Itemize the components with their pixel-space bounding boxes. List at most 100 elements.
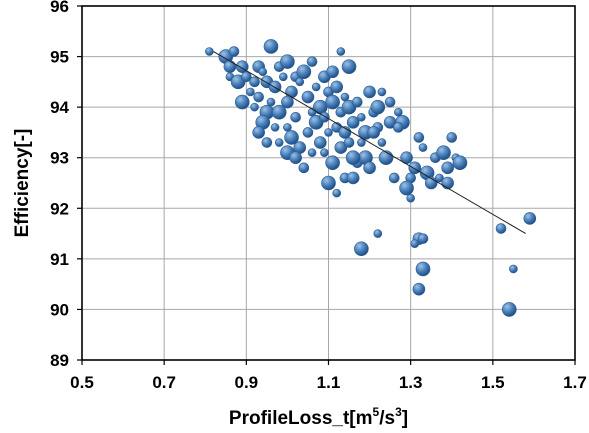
y-tick-label: 96 [50,0,69,16]
data-point [363,161,376,175]
data-point [417,233,429,244]
data-point [413,132,425,143]
data-point [393,122,404,133]
y-tick-label: 89 [50,351,69,370]
data-point [270,123,280,132]
data-point [343,137,355,148]
data-point [446,132,458,143]
data-point [279,72,288,82]
data-point [326,65,339,79]
data-point [241,71,252,83]
data-point [363,85,376,99]
data-point [384,96,396,108]
y-tick-label: 94 [50,98,69,117]
data-point [441,161,454,175]
y-tick-label: 92 [50,199,69,218]
y-axis-ticks: 89 90 91 92 93 94 95 96 [50,0,82,370]
data-point [263,39,279,54]
x-tick-label: 1.7 [563,373,587,392]
data-point [377,138,387,147]
data-point [509,264,518,274]
data-point [377,87,387,97]
data-point [435,173,444,183]
y-tick-label: 93 [50,149,69,168]
data-point [436,145,451,160]
data-point [378,150,394,166]
data-point [501,302,517,317]
x-tick-label: 1.1 [317,373,341,392]
data-point [410,239,420,248]
data-point [246,87,255,97]
trendline [213,51,526,235]
data-point [412,282,426,296]
data-point [324,128,333,137]
data-point [346,116,360,129]
data-point [280,54,295,69]
data-point [313,136,327,149]
data-point [258,67,268,77]
x-tick-label: 0.7 [152,373,176,392]
y-tick-label: 91 [50,250,69,269]
data-point [415,261,431,277]
y-tick-label: 95 [50,48,69,67]
data-point [321,175,336,191]
data-point [290,111,301,123]
x-tick-label: 1.3 [399,373,423,392]
data-point [388,172,400,184]
data-point [370,99,386,115]
data-point [523,212,537,225]
data-point [289,151,302,165]
x-axis-title-main: ProfileLoss_t[m [229,408,373,429]
x-axis-title-sup2: 3 [395,405,402,419]
data-point [307,148,317,157]
data-point [334,141,348,154]
x-tick-label: 0.5 [70,373,94,392]
data-point [298,162,310,174]
data-point [271,104,287,120]
data-point [406,193,415,203]
data-point [320,148,329,157]
data-point [274,138,284,147]
data-point [228,46,240,57]
data-point [495,223,507,234]
x-axis-ticks: 0.5 0.7 0.9 1.1 1.3 1.5 1.7 [70,360,587,392]
data-point [330,80,344,94]
data-point [346,171,360,185]
data-point [250,102,259,112]
data-point [418,143,428,152]
x-tick-label: 0.9 [235,373,259,392]
data-point [345,150,361,166]
data-point [266,97,276,107]
data-point [336,47,346,56]
data-point [281,95,294,109]
y-axis-title: Efficiency[-] [12,129,33,238]
data-point [357,138,366,147]
data-point [296,64,312,80]
data-point [295,77,305,87]
data-point [399,180,414,196]
data-point [452,155,468,171]
x-axis-title: ProfileLoss_t[m5/s3] [229,405,408,429]
data-point [306,56,318,67]
x-axis-title-end: ] [402,408,408,429]
data-point [354,241,369,257]
data-point [351,96,363,108]
data-point [252,126,265,139]
x-axis-title-mid: /s [379,408,395,429]
data-point [441,176,454,190]
data-point [234,94,250,110]
data-point [302,127,314,138]
data-points [205,39,537,317]
data-point [223,60,237,73]
data-point [311,82,321,92]
x-axis-title-sup1: 5 [373,405,380,419]
data-point [253,91,264,103]
data-point [325,155,340,171]
data-point [367,126,380,139]
y-tick-label: 90 [50,300,69,319]
data-point [408,161,422,175]
data-point [301,90,315,104]
data-point [340,92,350,102]
data-point [341,59,357,74]
